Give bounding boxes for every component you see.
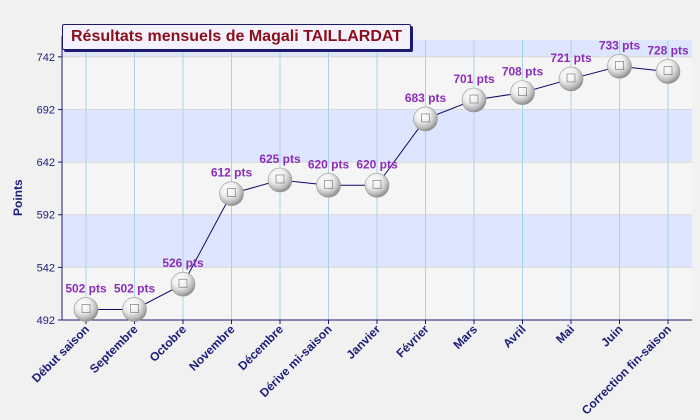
marker-emblem: [518, 87, 527, 96]
marker-emblem: [566, 73, 576, 83]
x-tick-label: Juin: [598, 322, 625, 349]
x-tick-label: Février: [393, 322, 431, 360]
data-point: [413, 106, 438, 132]
y-tick-label: 592: [37, 210, 55, 222]
data-point-marker: [364, 172, 390, 198]
data-label: 733 pts: [599, 38, 641, 52]
data-label: 683 pts: [405, 91, 447, 105]
data-point-marker: [316, 172, 341, 198]
x-tick-label: Octobre: [147, 322, 190, 365]
data-label: 728 pts: [647, 44, 689, 58]
data-point: [73, 297, 99, 322]
marker-emblem: [615, 61, 624, 70]
data-label: 502 pts: [114, 281, 156, 295]
data-point-marker: [219, 181, 244, 206]
x-tick-label: Décembre: [235, 322, 286, 373]
x-tick-label: Avril: [500, 322, 528, 350]
y-tick-label: 692: [37, 104, 55, 116]
data-point-marker: [122, 297, 147, 322]
x-tick-label: Correction fin-saison: [579, 322, 674, 417]
marker-emblem: [178, 278, 188, 288]
data-point-marker: [510, 80, 535, 105]
y-tick-label: 642: [37, 157, 55, 169]
data-label: 526 pts: [162, 256, 204, 270]
data-label: 612 pts: [211, 166, 253, 180]
data-point: [558, 66, 584, 92]
data-point: [267, 167, 293, 193]
data-point: [510, 80, 535, 105]
data-point-marker: [655, 59, 681, 84]
data-point-marker: [558, 66, 584, 92]
y-tick-label: 742: [37, 52, 55, 64]
data-point: [607, 54, 632, 79]
data-point: [316, 172, 341, 198]
data-point-marker: [413, 106, 438, 132]
data-point: [170, 271, 196, 297]
x-tick-label: Mars: [450, 322, 480, 352]
marker-emblem: [275, 174, 285, 184]
marker-emblem: [130, 304, 139, 313]
marker-emblem: [421, 113, 430, 123]
y-tick-label: 492: [37, 315, 55, 327]
data-label: 721 pts: [550, 51, 592, 65]
x-tick-label: Septembre: [87, 322, 141, 376]
data-label: 620 pts: [308, 157, 350, 171]
data-label: 620 pts: [356, 157, 398, 171]
data-point-marker: [461, 87, 487, 113]
data-point: [122, 297, 147, 322]
data-point-marker: [170, 271, 196, 297]
marker-emblem: [81, 304, 91, 313]
data-point-marker: [73, 297, 99, 322]
data-point: [655, 59, 681, 84]
data-point-marker: [607, 54, 632, 79]
data-label: 502 pts: [65, 281, 107, 295]
x-tick-label: Novembre: [186, 322, 238, 374]
marker-emblem: [372, 179, 382, 189]
chart-title: Résultats mensuels de Magali TAILLARDAT: [62, 24, 412, 50]
x-tick-label: Début saison: [29, 322, 92, 385]
x-tick-label: Janvier: [344, 322, 384, 362]
y-tick-label: 542: [37, 262, 55, 274]
x-tick-label: Mai: [553, 322, 577, 346]
data-point: [364, 172, 390, 198]
marker-emblem: [324, 179, 333, 189]
data-label: 625 pts: [259, 152, 301, 166]
y-axis-title: Points: [11, 179, 25, 217]
data-point: [219, 181, 244, 206]
data-label: 701 pts: [453, 72, 495, 86]
marker-emblem: [469, 94, 479, 104]
data-point-marker: [267, 167, 293, 193]
marker-emblem: [227, 188, 236, 197]
data-label: 708 pts: [502, 65, 544, 79]
data-point: [461, 87, 487, 113]
marker-emblem: [663, 66, 673, 75]
